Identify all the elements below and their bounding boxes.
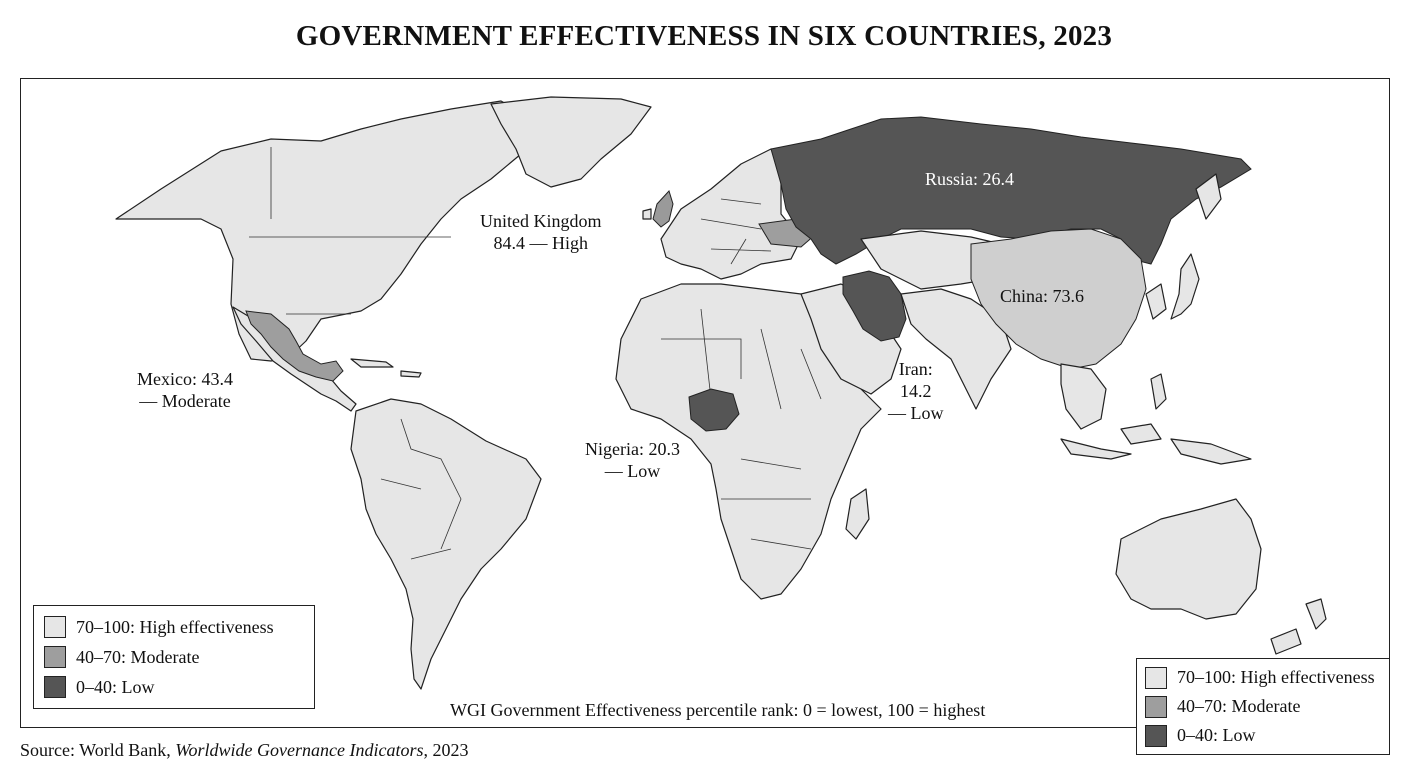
north-america — [115, 100, 542, 362]
nigeria-label: Nigeria: 20.3 — Low — [585, 438, 680, 482]
wgi-note: WGI Government Effectiveness percentile … — [450, 700, 986, 720]
iran-label-line1: Iran: — [898, 359, 933, 379]
legend-label: 70–100: High effectiveness — [1177, 667, 1375, 687]
mexico-region — [245, 310, 344, 382]
source-publication: Worldwide Governance Indicators — [175, 740, 424, 760]
china-label: China: 73.6 — [1000, 286, 1084, 306]
nigeria-region — [688, 388, 740, 432]
legend-item: 0–40: Low — [44, 672, 304, 702]
uk-label-line2: 84.4 — High — [493, 233, 589, 253]
iran-label-line3: — Low — [888, 403, 944, 423]
legend-item: 40–70: Moderate — [1145, 692, 1381, 721]
australia — [1115, 498, 1262, 620]
southeast-asia — [1060, 363, 1107, 430]
source-prefix: Source: World Bank, — [20, 740, 176, 760]
legend-item: 40–70: Moderate — [44, 642, 304, 672]
south-asia — [900, 288, 1012, 410]
legend-swatch-low — [44, 676, 66, 698]
legend-swatch-high — [44, 616, 66, 638]
legend-label: 0–40: Low — [76, 676, 155, 697]
mexico-label: Mexico: 43.4 — Moderate — [137, 368, 233, 412]
source-suffix: , 2023 — [423, 740, 469, 760]
legend-label: 70–100: High effectiveness — [76, 616, 274, 637]
legend-label: 40–70: Moderate — [76, 646, 200, 667]
legend-item: 70–100: High effectiveness — [1145, 663, 1381, 692]
nigeria-label-line1: Nigeria: 20.3 — [585, 439, 680, 459]
legend-label: 40–70: Moderate — [1177, 696, 1301, 716]
iran-label-line2: 14.2 — [900, 381, 932, 401]
uk-region — [652, 190, 674, 228]
uk-label-line1: United Kingdom — [480, 211, 602, 231]
legend-swatch-high — [1145, 666, 1167, 689]
legend-swatch-moderate — [1145, 695, 1167, 718]
uk-label: United Kingdom 84.4 — High — [480, 210, 602, 254]
nigeria-label-line2: — Low — [604, 461, 661, 481]
source-line: Source: World Bank, Worldwide Governance… — [20, 740, 469, 761]
map-title: GOVERNMENT EFFECTIVENESS IN SIX COUNTRIE… — [295, 20, 1113, 52]
legend-left: 70–100: High effectiveness 40–70: Modera… — [33, 605, 315, 709]
mexico-label-line2: — Moderate — [139, 391, 231, 411]
russia-label: Russia: 26.4 — [925, 169, 1015, 189]
legend-swatch-low — [1145, 724, 1167, 747]
greenland — [490, 96, 652, 188]
south-america — [350, 398, 542, 690]
legend-swatch-moderate — [44, 646, 66, 668]
china-region — [970, 228, 1147, 370]
mexico-label-line1: Mexico: 43.4 — [137, 369, 233, 389]
legend-right: 70–100: High effectiveness 40–70: Modera… — [1136, 658, 1390, 755]
legend-label: 0–40: Low — [1177, 725, 1256, 745]
legend-item: 70–100: High effectiveness — [44, 612, 304, 642]
legend-item: 0–40: Low — [1145, 721, 1381, 750]
iran-region — [842, 270, 907, 342]
iran-label: Iran: 14.2 — Low — [888, 358, 944, 424]
